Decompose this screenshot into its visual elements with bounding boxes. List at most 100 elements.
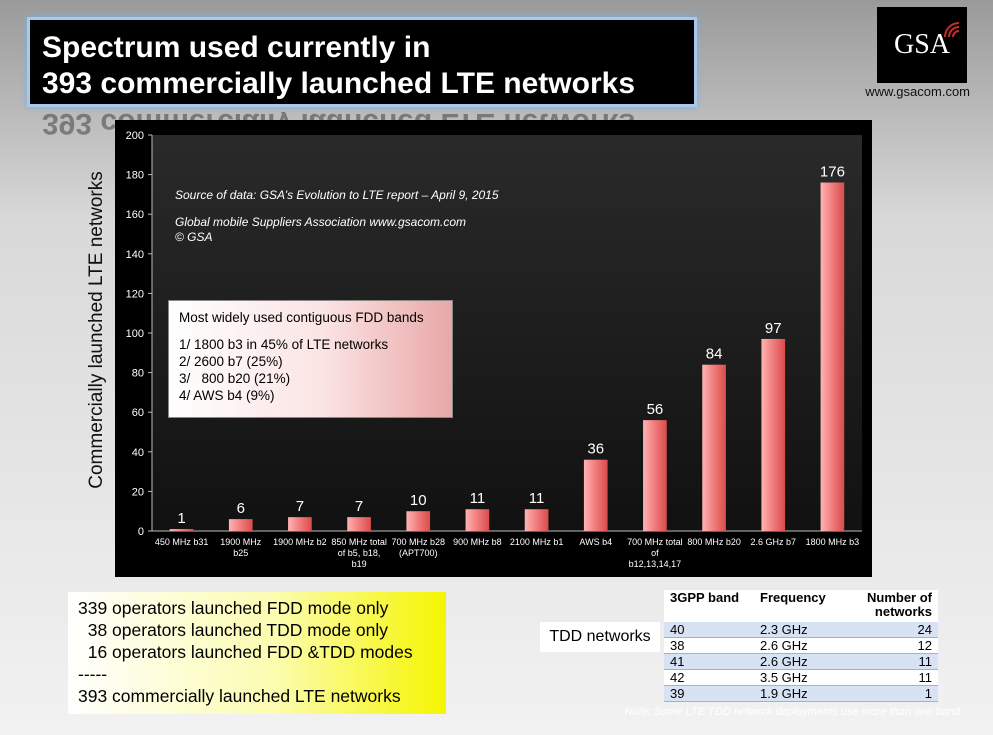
tdd-band-cell: 39	[664, 685, 754, 702]
bar-value-label: 56	[647, 401, 664, 418]
table-row: 40 2.3 GHz 24	[664, 622, 938, 638]
tdd-frequency-cell: 3.5 GHz	[754, 669, 854, 686]
tdd-band-cell: 40	[664, 622, 754, 638]
tdd-frequency-cell: 2.6 GHz	[754, 637, 854, 654]
bar-value-label: 11	[470, 490, 486, 507]
fdd-band-item: 2/ 2600 b7 (25%)	[179, 354, 283, 369]
fdd-band-item: 1/ 1800 b3 in 45% of LTE networks	[179, 337, 389, 352]
bar	[820, 182, 845, 531]
fdd-band-item: 3/ 800 b20 (21%)	[179, 371, 291, 386]
x-tick-label: b12,13,14,17	[629, 559, 682, 569]
y-tick-label: 0	[138, 526, 144, 538]
y-tick-label: 160	[126, 209, 144, 221]
operators-line: 16 operators launched FDD &TDD modes	[78, 642, 413, 662]
tdd-note: Note: Some LTE TDD network deployments u…	[624, 706, 960, 718]
operators-summary-box: 339 operators launched FDD mode only 38 …	[68, 592, 446, 714]
tdd-count-cell: 1	[854, 685, 938, 702]
page-title-box: Spectrum used currently in 393 commercia…	[27, 17, 697, 107]
x-tick-label: 2100 MHz b1	[510, 537, 564, 547]
fdd-bands-box: Most widely used contiguous FDD bands 1/…	[168, 300, 453, 418]
table-row: 41 2.6 GHz 11	[664, 653, 938, 670]
operators-line: 38 operators launched TDD mode only	[78, 620, 388, 640]
tdd-count-cell: 11	[854, 669, 938, 686]
source-note: Source of data: GSA’s Evolution to LTE r…	[175, 188, 499, 245]
x-tick-label: 700 MHz b28	[391, 537, 445, 547]
tdd-band-cell: 42	[664, 669, 754, 686]
tdd-band-cell: 41	[664, 653, 754, 670]
x-tick-label: of b5, b18,	[338, 548, 381, 558]
bar	[583, 459, 608, 531]
table-row: 39 1.9 GHz 1	[664, 685, 938, 702]
chart-panel: 0 20 40 60 80 100 120 140 160 180 200 1 450 MHz b31 6…	[115, 120, 872, 577]
tdd-count-cell: 11	[854, 653, 938, 670]
bar-value-label: 7	[355, 498, 363, 515]
bar	[761, 338, 786, 531]
logo-text: GSA	[893, 29, 950, 60]
y-tick-label: 100	[126, 328, 144, 340]
x-tick-label: 700 MHz total	[627, 537, 683, 547]
bar	[643, 420, 667, 531]
table-row: 42 3.5 GHz 11	[664, 669, 938, 686]
source-line-1: Source of data: GSA’s Evolution to LTE r…	[175, 188, 499, 202]
signal-arcs-icon	[944, 22, 960, 38]
bar	[524, 509, 549, 531]
x-tick-label: 1800 MHz b3	[806, 537, 860, 547]
bar-value-label: 97	[765, 320, 782, 337]
x-tick-label: 1900 MHz	[220, 537, 262, 547]
tdd-count-cell: 24	[854, 622, 938, 638]
tdd-header-count: Number of networks	[854, 590, 938, 622]
bar	[406, 511, 431, 531]
bar-value-label: 6	[237, 500, 245, 517]
tdd-count-cell: 12	[854, 637, 938, 654]
x-tick-label: of	[651, 548, 659, 558]
tdd-frequency-cell: 2.3 GHz	[754, 622, 854, 638]
y-tick-label: 140	[126, 249, 144, 261]
bar-value-label: 7	[296, 498, 304, 515]
bar-value-label: 36	[587, 441, 604, 458]
bar-value-label: 84	[706, 346, 723, 363]
y-tick-label: 80	[132, 368, 144, 380]
bar	[465, 509, 490, 531]
y-tick-label: 200	[126, 130, 144, 142]
bar-value-label: 176	[820, 164, 845, 181]
tdd-band-cell: 38	[664, 637, 754, 654]
fdd-band-item: 4/ AWS b4 (9%)	[179, 388, 275, 403]
x-tick-label: AWS b4	[579, 537, 612, 547]
tdd-table: 3GPP band Frequency Number of networks 4…	[664, 590, 938, 702]
bar-value-label: 11	[529, 490, 545, 507]
bar-value-label: 10	[410, 492, 427, 509]
bar	[702, 364, 726, 531]
page-title-line1: Spectrum used currently in	[42, 31, 431, 64]
y-tick-label: 40	[132, 447, 144, 459]
tdd-networks-label: TDD networks	[540, 622, 660, 652]
x-tick-label: 450 MHz b31	[155, 537, 209, 547]
tdd-frequency-cell: 2.6 GHz	[754, 653, 854, 670]
bar	[288, 517, 312, 531]
source-line-3: © GSA	[175, 230, 213, 244]
x-tick-label: b19	[352, 559, 367, 569]
y-tick-label: 120	[126, 288, 144, 300]
fdd-bands-heading: Most widely used contiguous FDD bands	[179, 310, 424, 325]
x-tick-label: 900 MHz b8	[453, 537, 502, 547]
operators-separator: -----	[78, 664, 108, 684]
tdd-header-band: 3GPP band	[664, 590, 754, 622]
bar	[347, 517, 371, 531]
operators-total: 393 commercially launched LTE networks	[78, 686, 401, 706]
x-tick-label: 800 MHz b20	[687, 537, 741, 547]
y-tick-label: 180	[126, 170, 144, 182]
x-tick-label: 2.6 GHz b7	[750, 537, 796, 547]
table-row: 38 2.6 GHz 12	[664, 637, 938, 654]
x-tick-label: b25	[233, 548, 248, 558]
source-line-2: Global mobile Suppliers Association www.…	[175, 215, 467, 229]
page-title-line2: 393 commercially launched LTE networks	[42, 67, 635, 100]
bar-value-label: 1	[177, 510, 185, 527]
y-tick-label: 60	[132, 407, 144, 419]
gsa-logo: GSA	[877, 7, 967, 83]
tdd-header-frequency: Frequency	[754, 590, 854, 622]
operators-line: 339 operators launched FDD mode only	[78, 598, 389, 618]
bar	[228, 519, 253, 531]
y-tick-label: 20	[132, 486, 144, 498]
x-tick-label: (APT700)	[399, 548, 438, 558]
x-tick-label: 850 MHz total	[331, 537, 387, 547]
website-url: www.gsacom.com	[865, 84, 970, 99]
